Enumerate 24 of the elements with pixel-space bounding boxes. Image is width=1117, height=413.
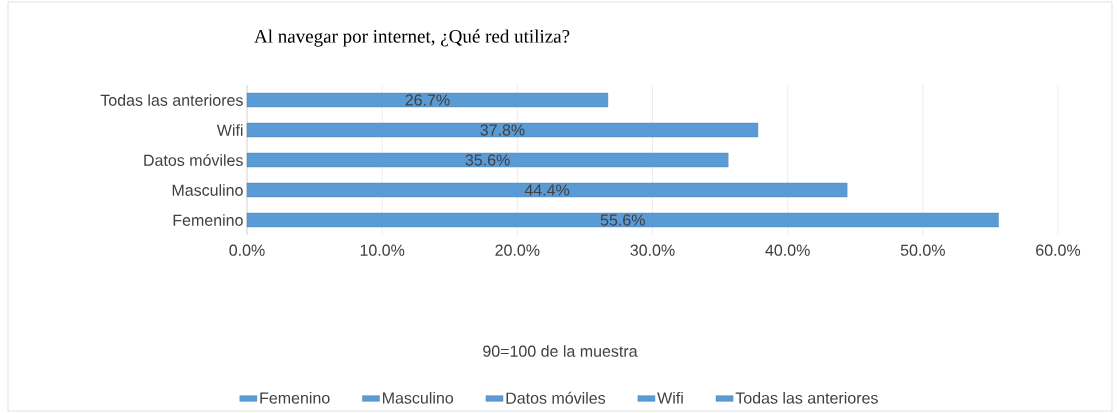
x-tick-label: 10.0% [360,244,405,256]
data-label: 35.6% [465,154,510,166]
x-tick-label: 30.0% [630,244,675,256]
legend-label: Masculino [383,391,454,404]
y-tick-label: Todas las anteriores [100,94,243,106]
legend-label: Femenino [260,391,330,404]
legend-label: Wifi [657,391,683,404]
y-tick-label: Wifi [216,124,243,136]
x-tick-label: 0.0% [229,244,265,256]
y-tick-label: Femenino [173,214,243,226]
y-tick-label: Masculino [172,184,243,196]
chart-title: Al navegar por internet, ¿Qué red utiliza? [254,29,570,47]
x-tick-label: 60.0% [1036,244,1081,256]
data-label: 44.4% [524,184,570,196]
legend-label: Todas las anteriores [735,391,878,404]
data-label: 26.7% [405,94,450,106]
legend-label: Datos móviles [506,391,606,404]
x-tick-label: 50.0% [900,244,945,256]
text: 90=100 de la muestra [483,345,638,357]
data-label: 37.8% [480,124,525,136]
x-tick-label: 20.0% [495,244,540,256]
x-tick-label: 40.0% [765,244,810,256]
y-tick-label: Datos móviles [144,154,243,166]
data-label: 55.6% [600,214,645,226]
